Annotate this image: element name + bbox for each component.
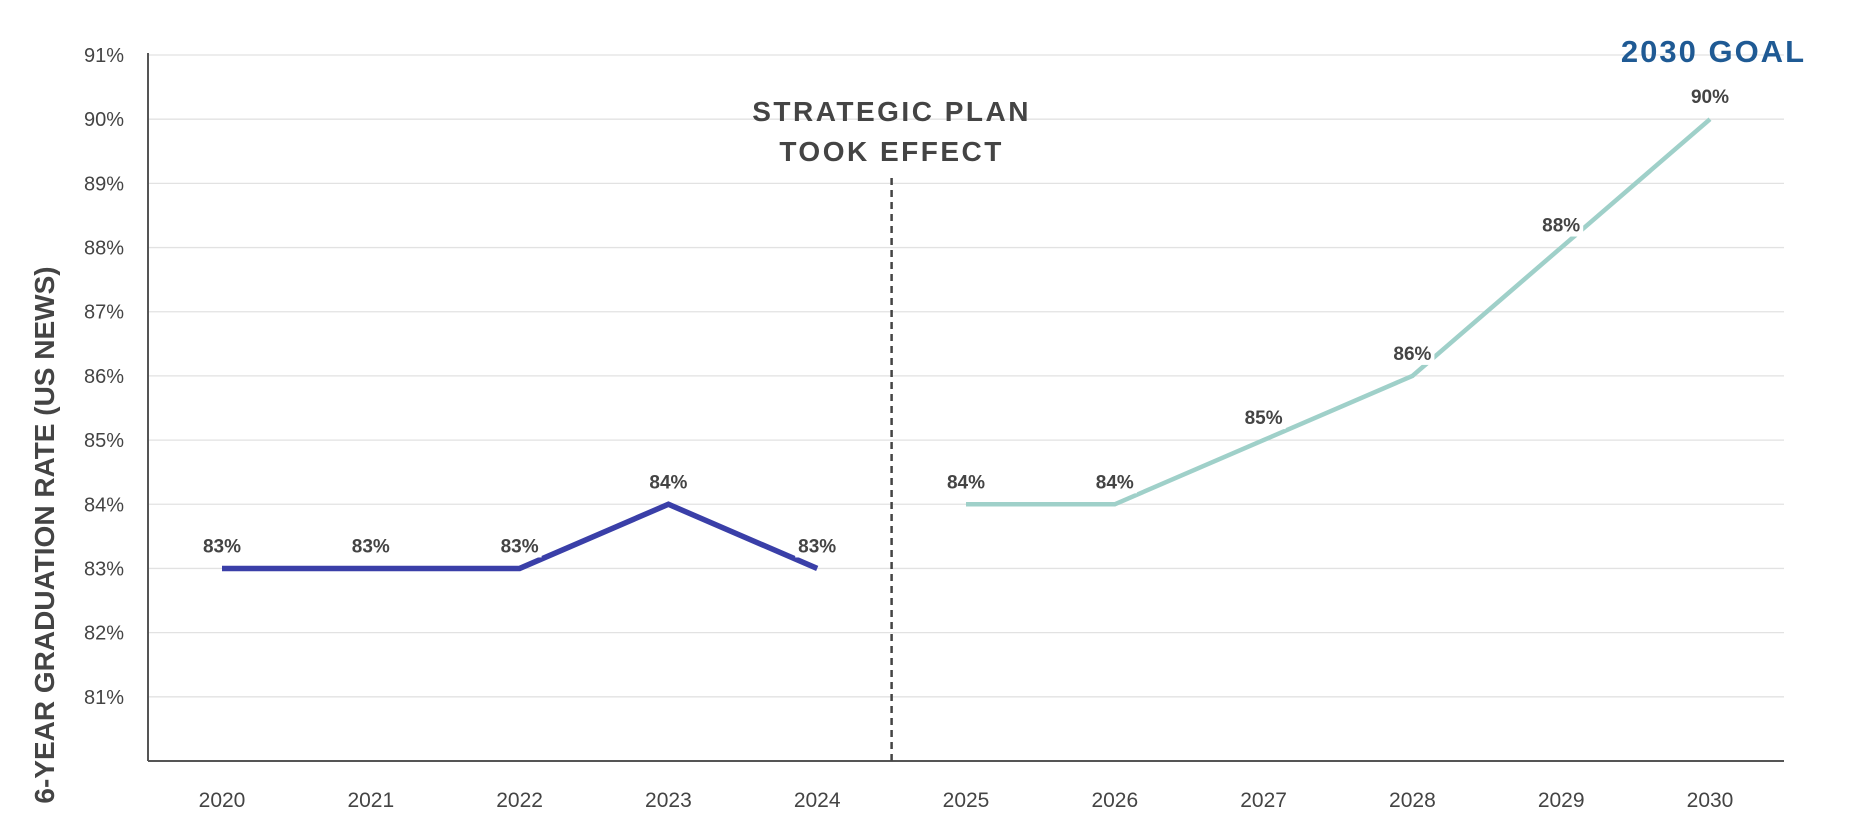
x-tick-label: 2029 <box>1538 789 1585 812</box>
y-tick-label: 88% <box>84 238 124 260</box>
strategic-plan-annotation-line1: STRATEGIC PLAN <box>752 96 1031 127</box>
axes <box>147 53 1784 762</box>
y-tick-label: 85% <box>84 430 124 452</box>
data-label-bg <box>1688 84 1732 109</box>
y-tick-label: 81% <box>84 687 124 709</box>
series <box>221 117 1712 572</box>
x-tick-label: 2023 <box>645 789 692 812</box>
data-label-bg <box>646 469 691 494</box>
data-label: 88% <box>1542 216 1580 237</box>
x-tick-label: 2024 <box>794 789 841 812</box>
x-tick-label: 2021 <box>347 789 394 812</box>
data-labels: 83% 83% 83% 84% 83% 84% 84% 85% 86% 88% 90% <box>200 84 1732 558</box>
x-tick-label: 2025 <box>943 789 990 812</box>
data-label-bg <box>200 533 244 558</box>
y-axis-title: 6-YEAR GRADUATION RATE (US NEWS) <box>29 266 60 803</box>
x-tick-labels: 2020 2021 2022 2023 2024 2025 2026 2027 2028 2029… <box>199 789 1734 812</box>
y-tick-labels: 81% 82% 83% 84% 85% 86% 87% 88% 89% 90% 91% <box>84 45 124 709</box>
data-label: 86% <box>1393 344 1431 365</box>
goal-2030-label: 2030 GOAL <box>1621 34 1806 69</box>
data-label-bg <box>1092 469 1137 494</box>
x-tick-label: 2028 <box>1389 789 1436 812</box>
data-label-bg <box>944 469 988 494</box>
data-label-bg <box>1390 340 1435 365</box>
y-tick-label: 89% <box>84 173 124 195</box>
data-label: 84% <box>1096 472 1134 493</box>
y-tick-label: 84% <box>84 494 124 516</box>
data-label: 83% <box>352 536 390 557</box>
strategic-plan-annotation-line2: TOOK EFFECT <box>779 136 1004 167</box>
y-tick-label: 91% <box>84 45 124 67</box>
y-tick-label: 86% <box>84 366 124 388</box>
data-label: 90% <box>1691 87 1729 108</box>
y-tick-label: 90% <box>84 109 124 131</box>
series-line-2 <box>966 117 1712 507</box>
x-tick-label: 2026 <box>1091 789 1138 812</box>
x-tick-label: 2030 <box>1687 789 1734 812</box>
data-label-bg <box>497 533 542 558</box>
x-tick-label: 2022 <box>496 789 543 812</box>
data-label-bg <box>795 533 840 558</box>
data-label: 83% <box>798 536 836 557</box>
y-tick-label: 82% <box>84 623 124 645</box>
y-tick-label: 83% <box>84 558 124 580</box>
x-tick-label: 2027 <box>1240 789 1287 812</box>
data-label-bg <box>1539 212 1584 237</box>
data-label: 83% <box>203 536 241 557</box>
data-label-bg <box>348 533 393 558</box>
x-tick-label: 2020 <box>199 789 246 812</box>
data-label: 85% <box>1245 408 1283 429</box>
data-label: 84% <box>649 472 687 493</box>
data-label: 84% <box>947 472 985 493</box>
data-label-bg <box>1241 405 1286 430</box>
data-label: 83% <box>501 536 539 557</box>
y-tick-label: 87% <box>84 302 124 324</box>
